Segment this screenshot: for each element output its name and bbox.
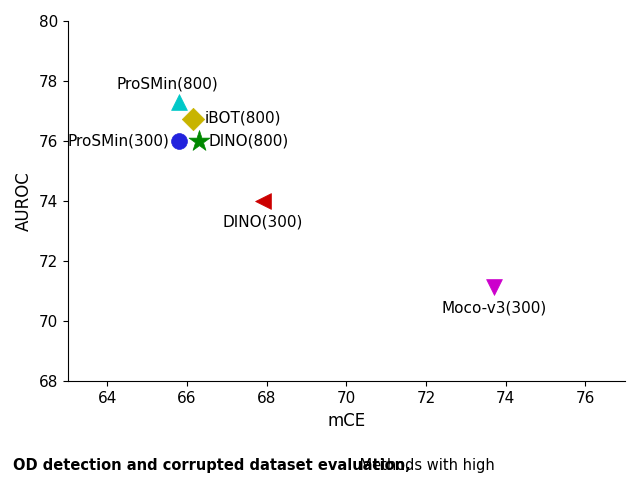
Text: DINO(300): DINO(300) (223, 215, 303, 229)
Text: ProSMin(300): ProSMin(300) (67, 133, 169, 149)
Text: Methods with high: Methods with high (355, 458, 495, 473)
Point (194, 137, 204, 145)
Point (488, 283, 499, 291)
Text: iBOT(800): iBOT(800) (205, 110, 282, 125)
Text: Moco-v3(300): Moco-v3(300) (441, 300, 547, 315)
Point (174, 98, 184, 106)
X-axis label: mCE: mCE (327, 412, 365, 430)
Point (188, 115, 198, 122)
Point (258, 197, 268, 205)
Point (174, 137, 184, 145)
Text: ProSMin(800): ProSMin(800) (116, 76, 218, 92)
Y-axis label: AUROC: AUROC (15, 171, 33, 231)
Text: DINO(800): DINO(800) (209, 133, 289, 149)
Text: OD detection and corrupted dataset evaluation,: OD detection and corrupted dataset evalu… (13, 458, 410, 473)
